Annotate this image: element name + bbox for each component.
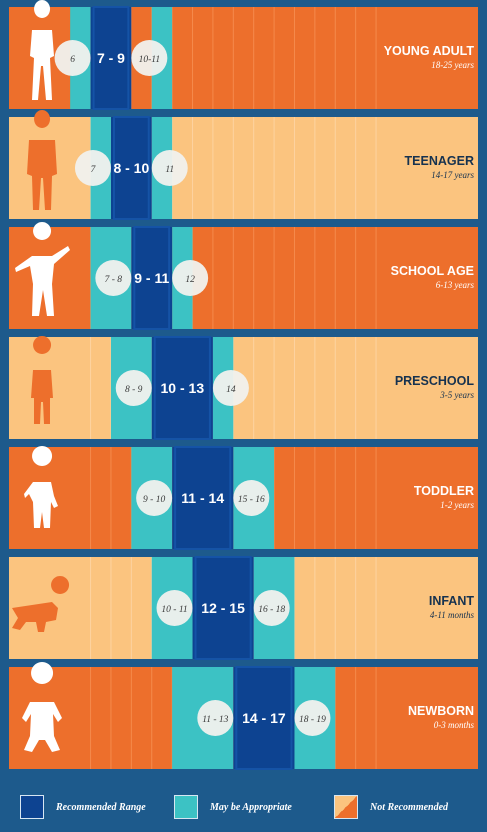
appropriate-high-label: 15 - 16 xyxy=(238,495,265,505)
recommended-label: 9 - 11 xyxy=(134,270,169,286)
preschool-silhouette xyxy=(31,336,53,424)
recommended-label: 11 - 14 xyxy=(181,490,224,506)
appropriate-high-label: 18 - 19 xyxy=(299,715,326,725)
appropriate-low-bubble xyxy=(95,260,132,296)
appropriate-low-label: 9 - 10 xyxy=(143,495,165,505)
legend-item-not-recommended: Not Recommended xyxy=(334,794,448,820)
age-group-title: TEENAGER xyxy=(405,154,474,168)
appropriate-low-label: 11 - 13 xyxy=(202,715,228,725)
appropriate-low-bubble xyxy=(156,590,193,626)
age-range-label: 14-17 years xyxy=(431,170,474,180)
age-range-label: 3-5 years xyxy=(439,390,474,400)
recommended-bar xyxy=(90,7,132,109)
legend-label-appropriate: May be Appropriate xyxy=(210,801,292,813)
age-group-title: INFANT xyxy=(429,594,475,608)
age-row: 7 - 9 6 10-11 YOUNG ADULT 18-25 years xyxy=(9,0,478,110)
recommended-bar-inner-edge xyxy=(235,666,293,770)
appropriate-low-label: 7 xyxy=(91,165,97,175)
age-range-label: 1-2 years xyxy=(440,500,474,510)
appropriate-high-bubble xyxy=(212,370,249,406)
appropriate-low-label: 6 xyxy=(70,55,75,65)
appropriate-high-label: 10-11 xyxy=(139,55,160,65)
recommended-label: 14 - 17 xyxy=(242,710,286,726)
appropriate-low-bubble xyxy=(74,150,111,186)
recommended-bar-inner-edge xyxy=(133,226,171,330)
appropriate-low-label: 8 - 9 xyxy=(125,385,143,395)
age-row: 8 - 10 7 11 TEENAGER 14-17 years xyxy=(9,110,478,220)
recommended-bar xyxy=(110,117,152,219)
appropriate-high-label: 11 xyxy=(165,165,174,175)
teenager-silhouette xyxy=(27,110,57,210)
not-recommended-band xyxy=(9,227,478,329)
recommended-bar-inner-edge xyxy=(174,446,232,550)
appropriate-high-bubble xyxy=(172,260,209,296)
recommended-bar xyxy=(151,337,213,439)
recommended-label: 7 - 9 xyxy=(97,50,125,66)
legend-label-recommended: Recommended Range xyxy=(56,801,146,813)
legend-item-appropriate: May be Appropriate xyxy=(174,794,292,820)
infant-silhouette xyxy=(12,576,70,632)
appropriate-high-label: 16 - 18 xyxy=(258,605,285,615)
age-range-label: 6-13 years xyxy=(436,280,475,290)
legend-item-recommended: Recommended Range xyxy=(20,794,146,820)
recommended-bar xyxy=(131,227,173,329)
young-adult-silhouette xyxy=(30,0,54,100)
recommended-bar-inner-edge xyxy=(153,336,211,440)
legend-swatch-recommended xyxy=(20,795,44,819)
appropriate-low-bubble xyxy=(136,480,173,516)
appropriate-low-label: 10 - 11 xyxy=(161,605,187,615)
age-group-title: YOUNG ADULT xyxy=(384,44,475,58)
recommended-bar-inner-edge xyxy=(92,6,130,110)
appropriate-low-bubble xyxy=(54,40,91,76)
recommended-label: 10 - 13 xyxy=(161,380,205,396)
recommended-bar xyxy=(172,447,234,549)
recommended-label: 12 - 15 xyxy=(201,600,245,616)
appropriate-high-label: 14 xyxy=(226,385,236,395)
appropriate-low-label: 7 - 8 xyxy=(105,275,123,285)
school-age-silhouette xyxy=(15,222,70,316)
appropriate-high-bubble xyxy=(253,590,290,626)
recommended-bar-inner-edge xyxy=(194,556,252,660)
age-row: 11 - 14 9 - 10 15 - 16 TODDLER 1-2 years xyxy=(9,446,478,550)
recommended-bar xyxy=(192,557,254,659)
age-range-label: 0-3 months xyxy=(434,720,475,730)
age-row: 12 - 15 10 - 11 16 - 18 INFANT 4-11 months xyxy=(9,556,478,660)
age-group-title: TODDLER xyxy=(414,484,474,498)
age-range-label: 18-25 years xyxy=(431,60,474,70)
appropriate-low-bubble xyxy=(197,700,234,736)
legend: Recommended Range May be Appropriate Not… xyxy=(0,776,487,832)
legend-swatch-appropriate xyxy=(174,795,198,819)
recommended-bar xyxy=(233,667,295,769)
age-group-title: PRESCHOOL xyxy=(395,374,475,388)
age-row: 14 - 17 11 - 13 18 - 19 NEWBORN 0-3 months xyxy=(9,662,478,770)
appropriate-low-bubble xyxy=(115,370,152,406)
age-row: 10 - 13 8 - 9 14 PRESCHOOL 3-5 years xyxy=(9,336,478,440)
recommended-bar-inner-edge xyxy=(112,116,150,220)
appropriate-high-label: 12 xyxy=(185,275,195,285)
age-range-label: 4-11 months xyxy=(430,610,475,620)
age-group-title: NEWBORN xyxy=(408,704,474,718)
sleep-duration-chart: 7 - 9 6 10-11 YOUNG ADULT 18-25 years 8 - 10 7… xyxy=(9,0,478,770)
appropriate-high-bubble xyxy=(294,700,331,736)
appropriate-high-bubble xyxy=(131,40,168,76)
toddler-silhouette xyxy=(24,446,58,528)
legend-swatch-not-recommended xyxy=(334,795,358,819)
legend-label-not-recommended: Not Recommended xyxy=(370,801,449,813)
newborn-silhouette xyxy=(22,662,62,752)
appropriate-high-bubble xyxy=(151,150,188,186)
age-group-title: SCHOOL AGE xyxy=(391,264,474,278)
recommended-label: 8 - 10 xyxy=(113,160,149,176)
appropriate-high-bubble xyxy=(233,480,270,516)
age-row: 9 - 11 7 - 8 12 SCHOOL AGE 6-13 years xyxy=(9,222,478,330)
